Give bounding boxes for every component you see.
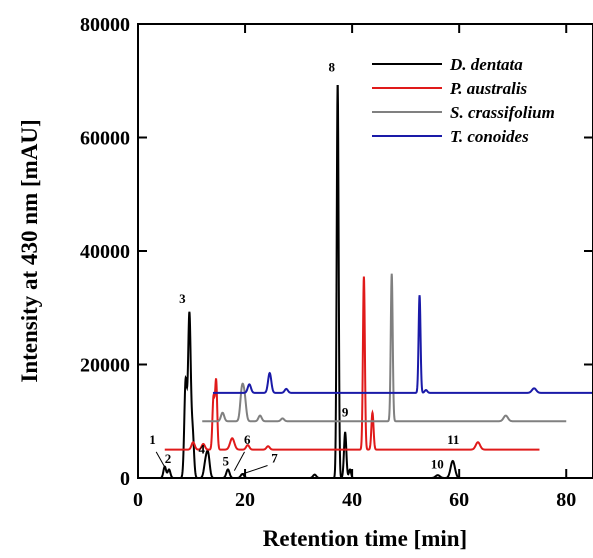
- series-line-t-conoides: [212, 295, 593, 394]
- x-axis-title: Retention time [min]: [263, 526, 467, 551]
- series-line-s-crassifolium: [202, 273, 567, 423]
- peak-leader-line: [233, 451, 245, 471]
- peak-leader-line: [155, 451, 165, 467]
- legend-label-s-crassifolium: S. crassifolium: [450, 103, 555, 122]
- peak-leader-line: [242, 465, 268, 475]
- peak-label-2: 2: [165, 451, 172, 466]
- y-tick-label: 40000: [80, 241, 130, 263]
- peak-label-11: 11: [447, 432, 459, 447]
- peak-label-5: 5: [223, 454, 230, 469]
- tick-labels: 0 20 40 60 80 0 20000 40000 60000 80000: [80, 14, 576, 511]
- y-tick-label: 20000: [80, 355, 130, 377]
- y-tick-label: 80000: [80, 14, 130, 36]
- x-tick-label: 40: [342, 489, 362, 511]
- peak-label-1: 1: [149, 432, 156, 447]
- y-axis-title: Intensity at 430 nm [mAU]: [17, 119, 42, 382]
- y-tick-label: 0: [120, 468, 130, 490]
- axis-ticks: [137, 23, 593, 479]
- legend: D. dentata P. australis S. crassifolium T. …: [372, 55, 555, 146]
- legend-label-t-conoides: T. conoides: [450, 127, 529, 146]
- peak-label-10: 10: [431, 456, 444, 471]
- peak-label-6: 6: [244, 432, 251, 447]
- legend-label-p-australis: P. australis: [449, 79, 528, 98]
- peak-label-8: 8: [329, 60, 336, 75]
- peak-label-7: 7: [271, 451, 278, 466]
- series-line-p-australis: [164, 276, 540, 451]
- peak-label-9: 9: [342, 405, 349, 420]
- peak-label-3: 3: [179, 291, 186, 306]
- x-tick-label: 60: [449, 489, 469, 511]
- y-tick-label: 60000: [80, 128, 130, 150]
- x-tick-label: 80: [556, 489, 576, 511]
- x-tick-label: 20: [235, 489, 255, 511]
- peak-label-4: 4: [198, 442, 205, 457]
- x-tick-label: 0: [133, 489, 143, 511]
- legend-label-d-dentata: D. dentata: [449, 55, 523, 74]
